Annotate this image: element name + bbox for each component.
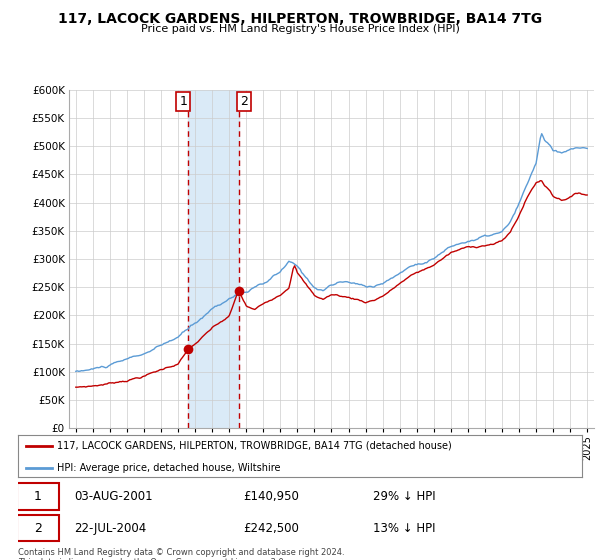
Text: 29% ↓ HPI: 29% ↓ HPI	[373, 490, 436, 503]
Text: HPI: Average price, detached house, Wiltshire: HPI: Average price, detached house, Wilt…	[58, 463, 281, 473]
Text: 2: 2	[34, 522, 41, 535]
FancyBboxPatch shape	[17, 483, 59, 510]
Text: Contains HM Land Registry data © Crown copyright and database right 2024.
This d: Contains HM Land Registry data © Crown c…	[18, 548, 344, 560]
Text: 2: 2	[241, 95, 248, 108]
Text: 117, LACOCK GARDENS, HILPERTON, TROWBRIDGE, BA14 7TG: 117, LACOCK GARDENS, HILPERTON, TROWBRID…	[58, 12, 542, 26]
Text: 13% ↓ HPI: 13% ↓ HPI	[373, 522, 436, 535]
Bar	[188, 90, 239, 428]
FancyBboxPatch shape	[17, 515, 59, 542]
Text: 1: 1	[34, 490, 41, 503]
Text: 22-JUL-2004: 22-JUL-2004	[74, 522, 146, 535]
Text: £140,950: £140,950	[244, 490, 299, 503]
Text: Price paid vs. HM Land Registry's House Price Index (HPI): Price paid vs. HM Land Registry's House …	[140, 24, 460, 34]
Text: £242,500: £242,500	[244, 522, 299, 535]
Text: 1: 1	[179, 95, 187, 108]
Text: 03-AUG-2001: 03-AUG-2001	[74, 490, 153, 503]
Text: 117, LACOCK GARDENS, HILPERTON, TROWBRIDGE, BA14 7TG (detached house): 117, LACOCK GARDENS, HILPERTON, TROWBRID…	[58, 441, 452, 451]
